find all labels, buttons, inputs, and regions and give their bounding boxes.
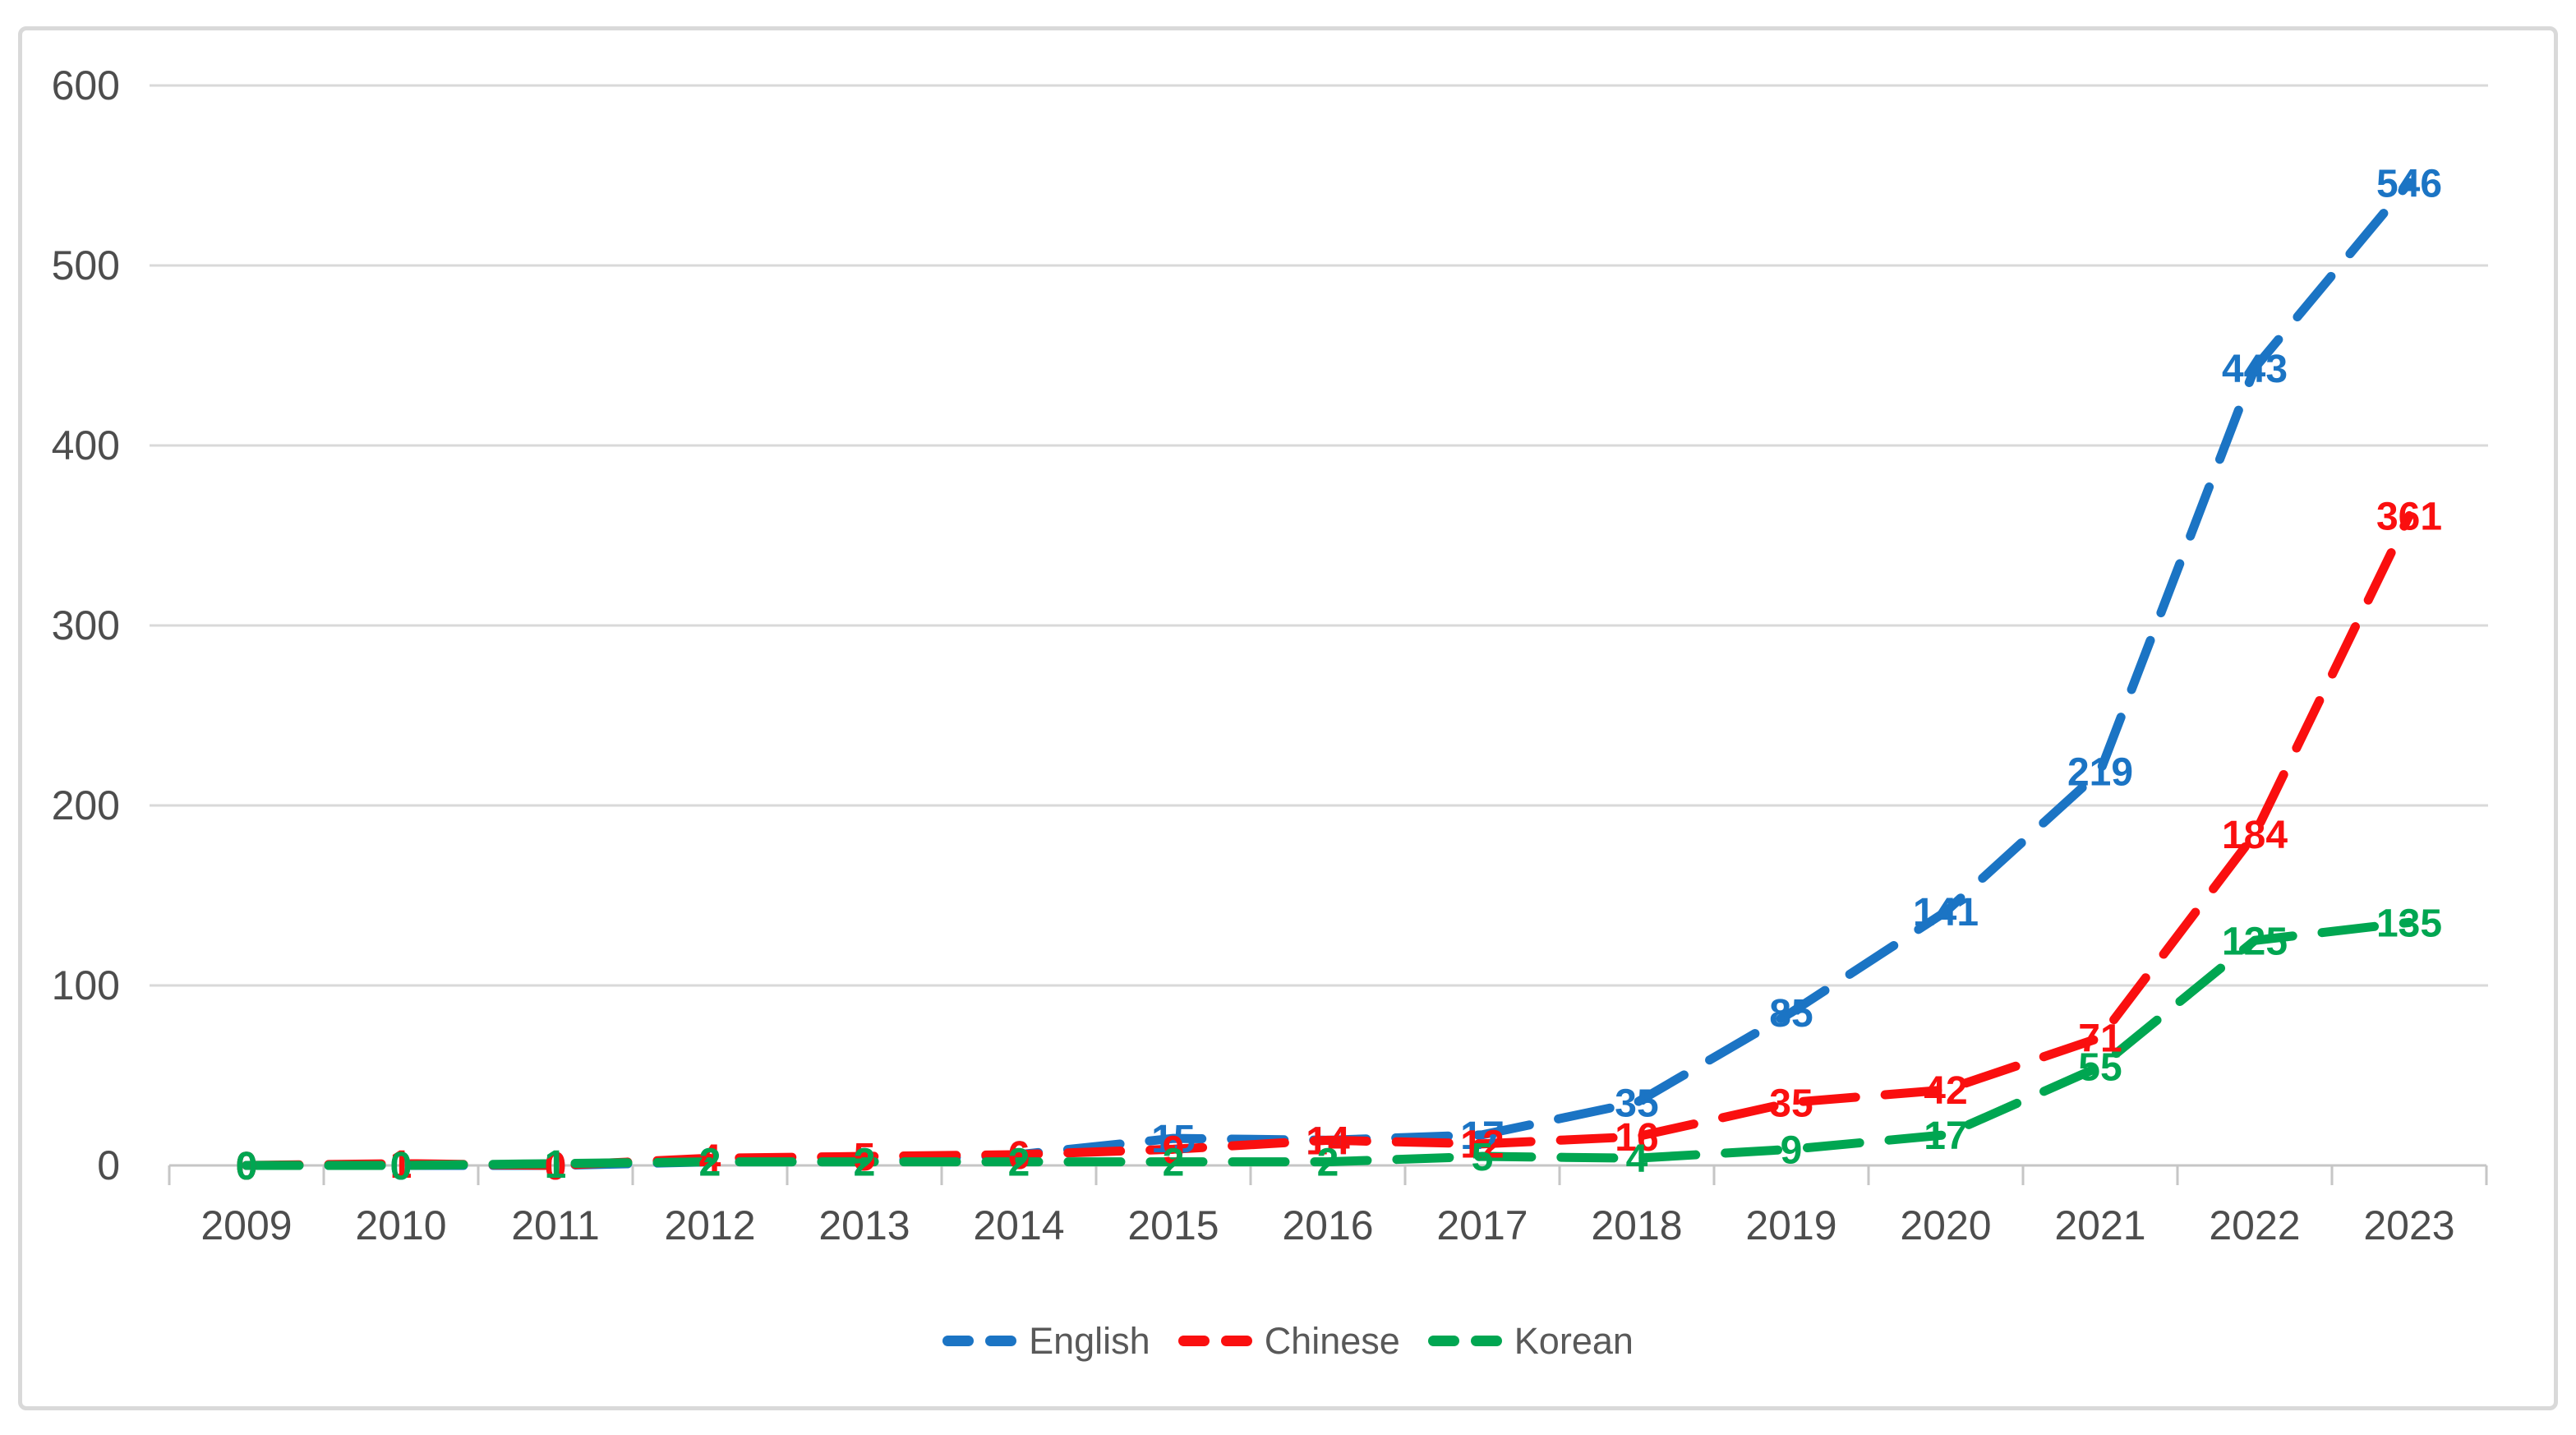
x-tick-label: 2012 xyxy=(664,1202,755,1248)
chinese-dashed-line-swatch xyxy=(1177,1335,1252,1346)
data-label: 0 xyxy=(390,1145,412,1188)
data-label: 35 xyxy=(1769,1082,1813,1125)
dash-icon xyxy=(1177,1335,1210,1346)
data-label: 12 xyxy=(1460,1124,1504,1167)
y-tick-label: 200 xyxy=(52,782,120,828)
dash-icon xyxy=(1470,1335,1502,1346)
data-label: 55 xyxy=(2078,1046,2122,1090)
x-tick-label: 2010 xyxy=(355,1202,446,1248)
data-label: 42 xyxy=(1924,1069,1967,1113)
x-tick-label: 2022 xyxy=(2209,1202,2300,1248)
data-label: 5 xyxy=(854,1136,876,1179)
data-label: 135 xyxy=(2376,902,2442,945)
legend-label-english: English xyxy=(1029,1319,1150,1362)
data-label: 1 xyxy=(545,1143,567,1187)
y-tick-label: 100 xyxy=(52,962,120,1008)
data-label: 546 xyxy=(2376,162,2442,205)
data-label: 0 xyxy=(236,1145,258,1188)
data-label: 14 xyxy=(1306,1119,1350,1163)
data-label: 9 xyxy=(1163,1128,1185,1172)
data-label: 0 xyxy=(545,1145,567,1188)
data-label: 4 xyxy=(699,1137,721,1181)
data-label: 2 xyxy=(1317,1142,1339,1185)
y-tick-label: 0 xyxy=(97,1142,120,1188)
korean-dashed-line-swatch xyxy=(1427,1335,1502,1346)
data-label: 2 xyxy=(699,1142,721,1185)
legend-label-chinese: Chinese xyxy=(1264,1319,1400,1362)
data-label: 0 xyxy=(236,1145,258,1188)
y-tick-label: 300 xyxy=(52,602,120,648)
data-label: 361 xyxy=(2376,495,2442,538)
y-tick-label: 600 xyxy=(52,62,120,108)
x-tick-label: 2018 xyxy=(1591,1202,1682,1248)
x-tick-label: 2023 xyxy=(2363,1202,2454,1248)
y-axis-labels: 0 100 200 300 400 500 600 xyxy=(52,62,120,1188)
data-label: 85 xyxy=(1769,992,1813,1036)
dash-icon xyxy=(942,1335,975,1346)
data-label: 15 xyxy=(1151,1118,1195,1161)
x-tick-label: 2020 xyxy=(1900,1202,1991,1248)
legend-item-english: English xyxy=(942,1322,1150,1359)
data-label: 9 xyxy=(1781,1128,1803,1172)
legend-label-korean: Korean xyxy=(1514,1319,1634,1362)
data-label: 0 xyxy=(545,1145,567,1188)
chart-frame xyxy=(18,26,2558,1410)
dash-icon xyxy=(985,1335,1017,1346)
data-label: 443 xyxy=(2222,348,2288,391)
data-label: 71 xyxy=(2078,1017,2122,1061)
data-label: 5 xyxy=(1472,1136,1494,1179)
y-tick-label: 400 xyxy=(52,422,120,468)
x-tick-label: 2021 xyxy=(2054,1202,2145,1248)
data-label: 2 xyxy=(854,1142,876,1185)
data-label: 17 xyxy=(1924,1114,1967,1158)
data-label: 17 xyxy=(1460,1114,1504,1158)
x-tick-label: 2016 xyxy=(1282,1202,1373,1248)
data-label: 6 xyxy=(1008,1134,1030,1178)
data-label: 125 xyxy=(2222,920,2288,963)
data-label: 219 xyxy=(2067,750,2133,794)
chart-legend: English Chinese Korean xyxy=(0,1312,2576,1369)
data-label: 35 xyxy=(1615,1082,1658,1125)
x-tick-label: 2009 xyxy=(200,1202,292,1248)
data-label: 2 xyxy=(1008,1142,1030,1185)
legend-item-chinese: Chinese xyxy=(1177,1319,1400,1362)
data-label: 4 xyxy=(1626,1137,1648,1181)
data-label: 0 xyxy=(390,1145,412,1188)
data-label: 2 xyxy=(699,1142,721,1185)
data-label: 0 xyxy=(236,1145,258,1188)
series-line-korean xyxy=(242,917,2414,1170)
dash-icon xyxy=(1220,1335,1252,1346)
legend-item-korean: Korean xyxy=(1427,1319,1634,1362)
data-label: 2 xyxy=(1163,1142,1185,1185)
gridlines xyxy=(150,84,2488,987)
english-dashed-line-swatch xyxy=(942,1335,1017,1346)
dash-icon xyxy=(1427,1335,1459,1346)
data-label: 1 xyxy=(390,1143,412,1187)
x-tick-label: 2017 xyxy=(1436,1202,1528,1248)
data-label: 14 xyxy=(1306,1119,1350,1163)
x-tick-label: 2013 xyxy=(818,1202,910,1248)
data-label: 2 xyxy=(854,1142,876,1185)
x-tick-label: 2011 xyxy=(511,1202,600,1248)
data-label: 6 xyxy=(1008,1134,1030,1178)
data-label: 141 xyxy=(1913,891,1979,934)
x-tick-label: 2019 xyxy=(1745,1202,1836,1248)
x-tick-label: 2015 xyxy=(1127,1202,1219,1248)
x-tick-label: 2014 xyxy=(973,1202,1064,1248)
data-label: 16 xyxy=(1615,1116,1658,1160)
data-label: 184 xyxy=(2222,814,2288,857)
x-axis-labels: 2009 2010 2011 2012 2013 2014 2015 2016 2017 2018… xyxy=(200,1202,2454,1248)
y-tick-label: 500 xyxy=(52,242,120,288)
